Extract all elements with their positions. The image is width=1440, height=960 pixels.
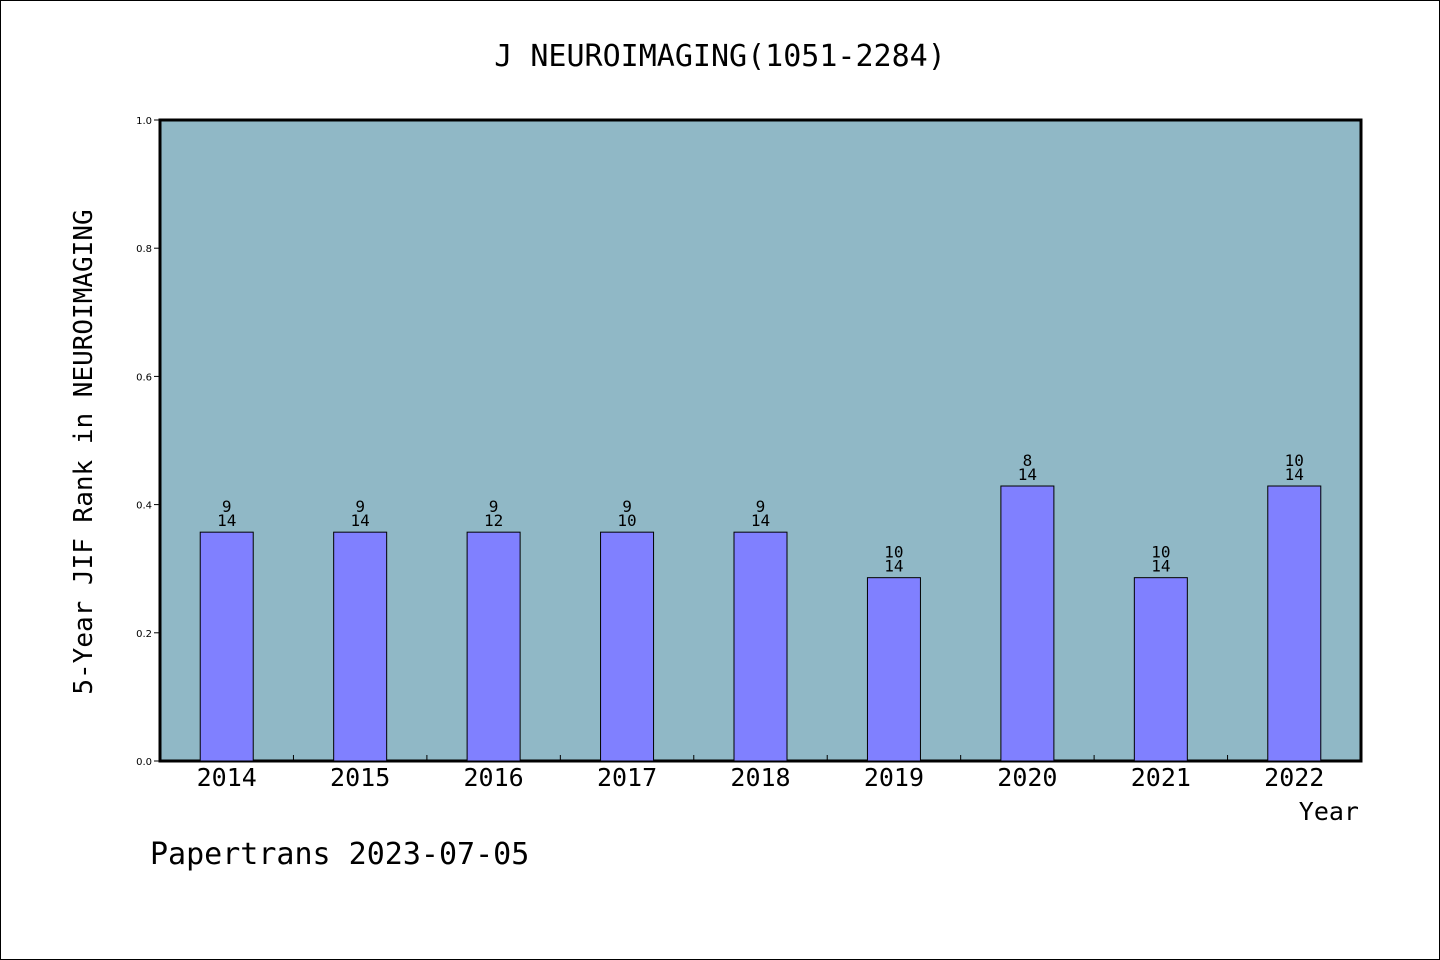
- total-label: 10: [617, 511, 636, 530]
- y-tick-label: 1.0: [136, 116, 152, 127]
- bar-2018: [733, 531, 788, 762]
- rank-label: 9: [222, 497, 232, 516]
- total-label: 14: [1151, 557, 1170, 576]
- bar-2021: [1133, 577, 1188, 762]
- y-axis: 0.0 0.2 0.4 0.6 0.8 1.0: [136, 116, 160, 768]
- total-label: 14: [1018, 465, 1037, 484]
- x-tick-label: 2018: [730, 763, 790, 792]
- x-tick-label: 2019: [864, 763, 924, 792]
- footer-source-date: Papertrans 2023-07-05: [150, 837, 529, 872]
- rank-label: 9: [489, 497, 499, 516]
- rank-label: 10: [884, 543, 903, 562]
- bar-2020: [1000, 485, 1055, 762]
- x-tick-label: 2022: [1264, 763, 1324, 792]
- y-tick-label: 0.6: [136, 372, 152, 383]
- x-tick-label: 2016: [464, 763, 524, 792]
- x-tick-label: 2014: [197, 763, 257, 792]
- rank-label: 9: [355, 497, 365, 516]
- rank-label: 10: [1285, 451, 1304, 470]
- total-label: 14: [351, 511, 370, 530]
- y-tick-label: 0.8: [136, 244, 152, 255]
- y-axis-label: 5-Year JIF Rank in NEUROIMAGING: [69, 209, 99, 694]
- bars: [199, 485, 1322, 762]
- bar-2016: [466, 531, 521, 762]
- total-label: 14: [884, 557, 903, 576]
- x-axis-label: Year: [1299, 797, 1359, 826]
- total-label: 12: [484, 511, 503, 530]
- rank-label: 10: [1151, 543, 1170, 562]
- x-tick-label: 2020: [997, 763, 1057, 792]
- y-tick-label: 0.0: [136, 757, 152, 768]
- x-tick-label: 2021: [1131, 763, 1191, 792]
- x-tick-label: 2017: [597, 763, 657, 792]
- bar-2022: [1267, 485, 1322, 762]
- bar-2019: [866, 577, 921, 762]
- rank-label: 9: [756, 497, 766, 516]
- chart-title: J NEUROIMAGING(1051-2284): [494, 39, 946, 74]
- x-axis: 2014 2015 2016 2017 2018 2019 2020 2021 2022: [197, 755, 1324, 792]
- bar-2014: [199, 531, 254, 762]
- total-label: 14: [217, 511, 236, 530]
- bar-2015: [333, 531, 388, 762]
- total-label: 14: [1285, 465, 1304, 484]
- y-tick-label: 0.4: [136, 501, 152, 512]
- total-label: 14: [751, 511, 770, 530]
- y-tick-label: 0.2: [136, 629, 152, 640]
- rank-label: 9: [622, 497, 632, 516]
- rank-label: 8: [1023, 451, 1033, 470]
- bar-2017: [600, 531, 655, 762]
- x-tick-label: 2015: [330, 763, 390, 792]
